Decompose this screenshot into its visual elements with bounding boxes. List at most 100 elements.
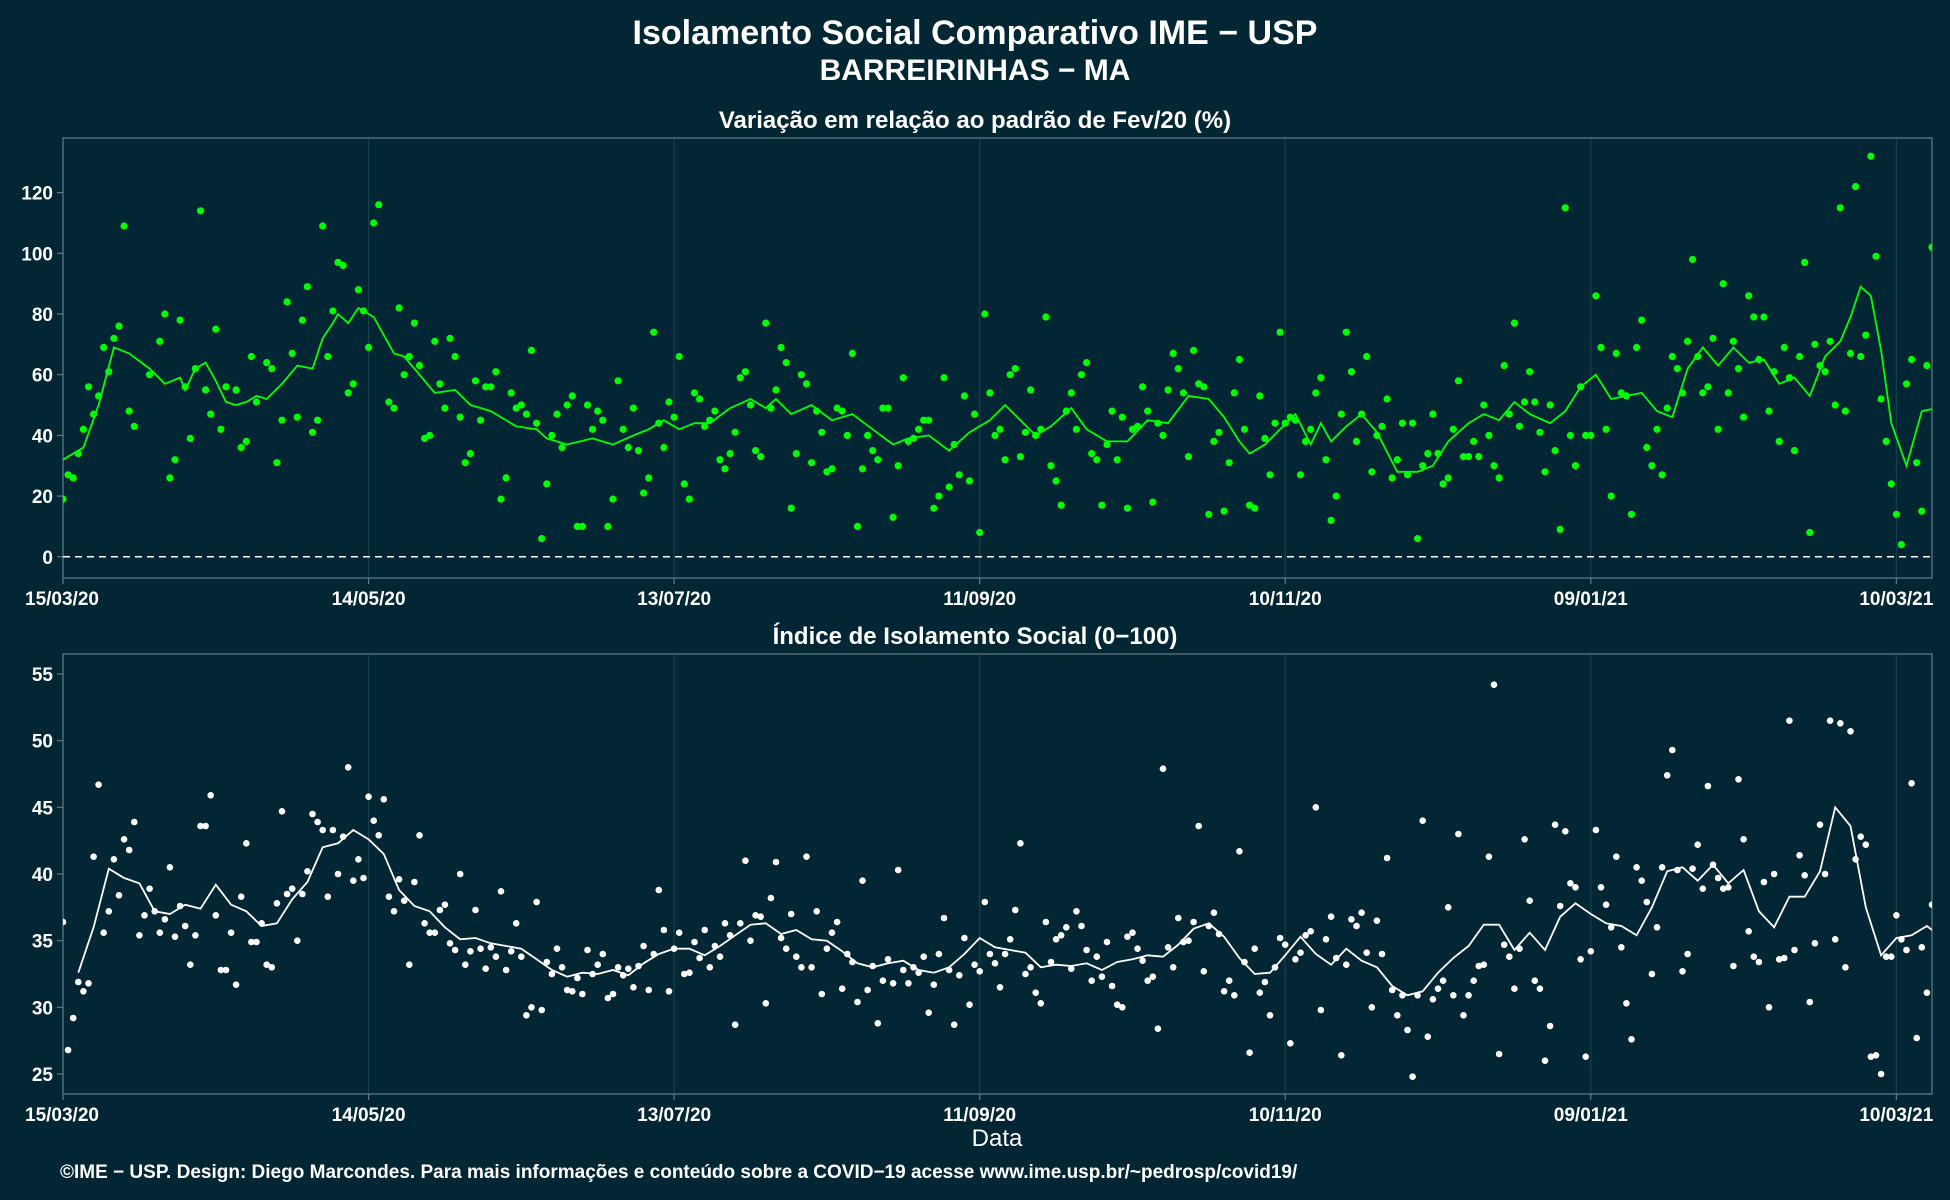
data-point [298,316,306,324]
data-point [217,425,225,433]
data-point [1669,746,1676,754]
data-point [527,346,536,354]
data-point [1490,681,1498,688]
data-point [171,456,179,464]
data-point [1770,870,1778,878]
x-tick-label: 14/05/20 [332,589,406,610]
data-point [1811,940,1819,947]
data-point [935,492,943,500]
data-point [1735,776,1742,783]
data-point [166,864,174,871]
data-point [1562,828,1569,835]
data-point [1322,456,1330,464]
data-point [1745,928,1752,935]
data-point [706,964,714,971]
data-point [787,910,795,918]
data-point [1149,973,1157,980]
y-tick-label: 55 [32,665,54,686]
data-point [431,929,439,936]
data-point [1944,979,1950,986]
data-point [1450,992,1457,999]
data-point [487,383,495,391]
data-point [1811,340,1819,348]
data-point [441,901,449,908]
data-point [696,395,704,403]
data-point [1475,453,1483,461]
data-point [1704,782,1712,790]
data-point [1908,355,1916,364]
data-point [426,929,434,936]
data-point [1078,922,1085,930]
data-point [95,781,102,788]
data-point [1607,492,1615,500]
data-point [960,392,969,400]
data-point [365,793,372,800]
data-point [1409,1073,1416,1080]
data-point [263,961,271,968]
data-point [1322,936,1330,943]
data-point [686,969,693,976]
data-point [1429,410,1437,418]
data-point [930,504,938,512]
data-point [461,459,469,467]
data-point [350,877,357,884]
data-point [1327,516,1335,524]
data-point [319,222,327,230]
data-point [110,856,118,863]
data-point [1016,453,1024,461]
data-point [64,1046,72,1054]
data-point [1419,817,1426,824]
data-point [1684,337,1692,345]
data-point [1847,728,1854,735]
data-point [1164,944,1172,951]
moving-average-line [77,805,1932,997]
data-point [522,410,531,418]
data-point [1113,1001,1121,1008]
x-tick-label: 10/03/21 [1859,589,1933,610]
data-point [690,389,699,397]
data-point [370,219,378,227]
data-point [395,304,403,312]
data-point [1047,958,1055,966]
data-point [1353,922,1360,930]
data-point [680,480,688,488]
data-point [1455,830,1462,838]
data-point [130,422,138,430]
y-tick-label: 60 [32,366,53,387]
data-point [1144,407,1152,415]
x-tick-label: 13/07/20 [637,1105,711,1126]
data-point [1745,292,1753,300]
data-point [1633,864,1640,871]
data-point [1113,456,1121,464]
data-point [1551,821,1559,828]
data-point [640,942,647,950]
data-point [1057,501,1065,509]
data-point [1159,431,1167,439]
data-point [1714,425,1722,433]
data-point [161,310,169,318]
data-point [930,981,938,988]
data-point [1663,404,1671,412]
data-point [1765,407,1773,415]
data-point [1297,949,1304,956]
data-point [1668,352,1676,361]
data-point [1750,953,1758,960]
data-point [196,207,205,215]
data-point [1027,964,1034,971]
data-point [543,958,551,966]
data-point [1449,425,1457,433]
data-point [1022,970,1029,978]
data-point [1006,371,1014,379]
data-point [940,374,948,382]
data-point [1332,492,1340,500]
data-point [696,954,703,962]
data-point [1271,419,1279,427]
data-point [899,374,907,382]
data-point [304,868,311,875]
data-point [920,953,927,960]
data-point [1327,913,1335,920]
data-point [477,416,485,424]
data-point [838,985,846,992]
data-point [507,389,515,397]
data-point [1679,968,1686,975]
